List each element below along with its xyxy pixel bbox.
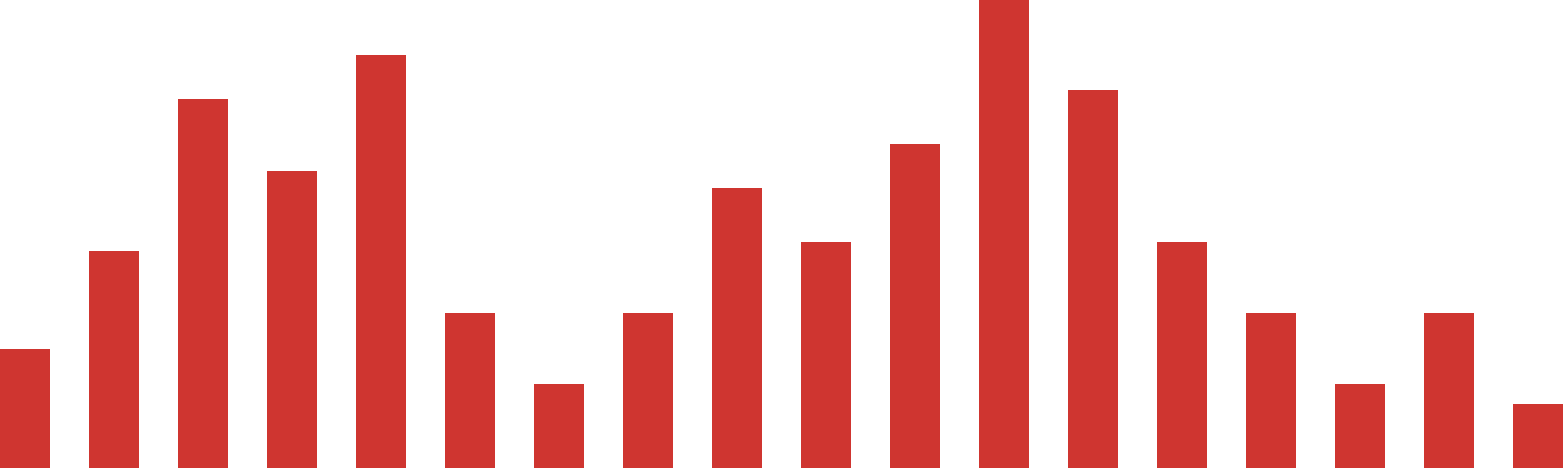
bar <box>0 349 50 468</box>
bar <box>1513 404 1563 468</box>
bar <box>1246 313 1296 468</box>
bar <box>801 242 851 468</box>
bar <box>445 313 495 468</box>
bar <box>534 384 584 468</box>
bar <box>623 313 673 468</box>
bar <box>712 188 762 468</box>
bar <box>356 55 406 468</box>
bar <box>890 144 940 468</box>
bar <box>178 99 228 468</box>
bar <box>1335 384 1385 468</box>
bar <box>89 251 139 468</box>
bar <box>267 171 317 468</box>
bar <box>979 0 1029 468</box>
bar <box>1424 313 1474 468</box>
bar <box>1068 90 1118 468</box>
bar <box>1157 242 1207 468</box>
